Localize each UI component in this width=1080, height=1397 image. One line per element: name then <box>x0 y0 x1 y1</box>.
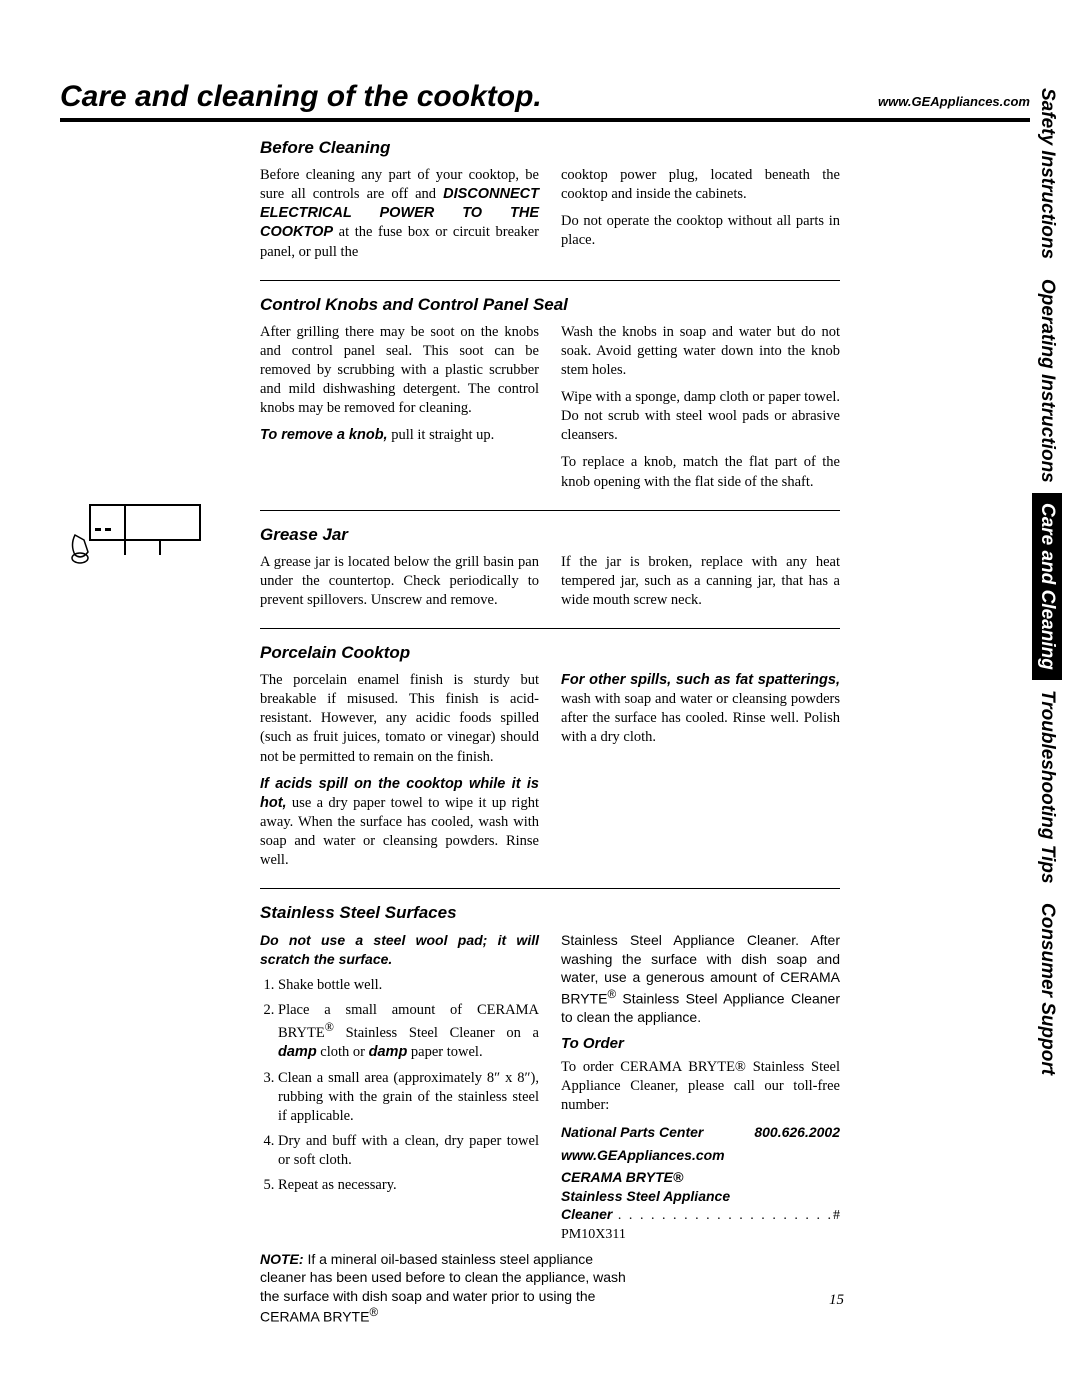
body-text: Stainless Steel Appliance Cleaner. After… <box>561 931 840 1026</box>
list-item: Dry and buff with a clean, dry paper tow… <box>278 1132 539 1170</box>
section-control-knobs: Control Knobs and Control Panel Seal Aft… <box>260 295 840 511</box>
body-text: To remove a knob, pull it straight up. <box>260 426 539 445</box>
tab-troubleshooting[interactable]: Troubleshooting Tips <box>1032 680 1062 894</box>
body-text: cooktop power plug, located beneath the … <box>561 166 840 204</box>
tab-operating[interactable]: Operating Instructions <box>1032 269 1062 493</box>
tab-care-cleaning[interactable]: Care and Cleaning <box>1032 493 1062 680</box>
body-text: Wash the knobs in soap and water but do … <box>561 323 840 380</box>
list-item: Shake bottle well. <box>278 976 539 995</box>
section-title: Grease Jar <box>260 525 840 545</box>
body-text: Do not operate the cooktop without all p… <box>561 212 840 250</box>
body-text: Before cleaning any part of your cooktop… <box>260 166 539 262</box>
body-text: To replace a knob, match the flat part o… <box>561 453 840 491</box>
section-stainless: Stainless Steel Surfaces Do not use a st… <box>260 903 840 1335</box>
contact-url: www.GEAppliances.com <box>561 1146 840 1164</box>
list-item: Clean a small area (approximately 8″ x 8… <box>278 1069 539 1126</box>
tab-safety[interactable]: Safety Instructions <box>1032 78 1062 269</box>
body-text: For other spills, such as fat spattering… <box>561 671 840 748</box>
section-title: Control Knobs and Control Panel Seal <box>260 295 840 315</box>
body-text: After grilling there may be soot on the … <box>260 323 539 419</box>
product-line: Stainless Steel Appliance <box>561 1187 840 1205</box>
header-url: www.GEAppliances.com <box>878 94 1030 109</box>
section-porcelain: Porcelain Cooktop The porcelain enamel f… <box>260 643 840 889</box>
body-text: If acids spill on the cooktop while it i… <box>260 775 539 871</box>
note-block: NOTE: If a mineral oil-based stainless s… <box>260 1250 640 1325</box>
section-before-cleaning: Before Cleaning Before cleaning any part… <box>260 138 840 281</box>
page-title: Care and cleaning of the cooktop. <box>60 80 542 114</box>
section-title: Porcelain Cooktop <box>260 643 840 663</box>
body-text: To order CERAMA BRYTE® Stainless Steel A… <box>561 1058 840 1115</box>
list-item: Place a small amount of CERAMA BRYTE® St… <box>278 1001 539 1062</box>
product-name: CERAMA BRYTE® <box>561 1168 840 1186</box>
contact-npc: National Parts Center 800.626.2002 <box>561 1123 840 1141</box>
steps-list: Shake bottle well. Place a small amount … <box>278 976 539 1195</box>
product-order-line: Cleaner . . . . . . . . . . . . . . . . … <box>561 1205 840 1244</box>
grease-jar-illustration-icon <box>60 500 210 580</box>
warning-text: Do not use a steel wool pad; it will scr… <box>260 931 539 968</box>
body-text: Wipe with a sponge, damp cloth or paper … <box>561 388 840 445</box>
subhead-to-order: To Order <box>561 1034 840 1054</box>
tab-consumer-support[interactable]: Consumer Support <box>1032 893 1062 1085</box>
section-title: Before Cleaning <box>260 138 840 158</box>
section-grease-jar: Grease Jar A grease jar is located below… <box>260 525 840 629</box>
list-item: Repeat as necessary. <box>278 1176 539 1195</box>
body-text: A grease jar is located below the grill … <box>260 553 539 610</box>
body-text: If the jar is broken, replace with any h… <box>561 553 840 610</box>
side-tabs: Safety Instructions Operating Instructio… <box>1032 78 1068 1198</box>
page-number: 15 <box>829 1292 844 1309</box>
body-text: The porcelain enamel finish is sturdy bu… <box>260 671 539 767</box>
section-title: Stainless Steel Surfaces <box>260 903 840 923</box>
